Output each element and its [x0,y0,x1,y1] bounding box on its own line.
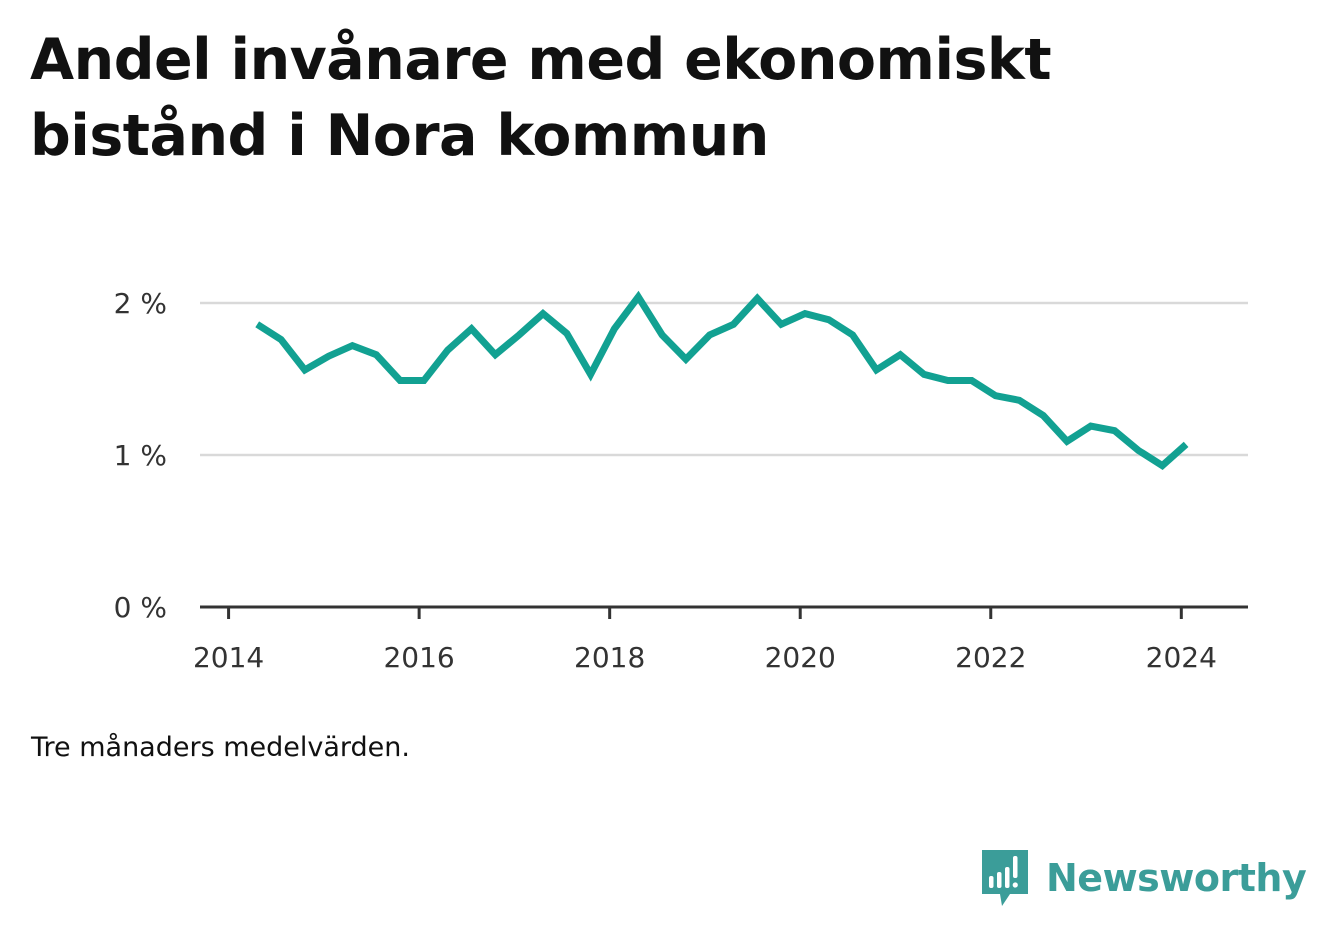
brand-name: Newsworthy [1046,856,1307,900]
x-tick-label: 2020 [765,641,836,674]
x-tick-label: 2016 [383,641,454,674]
newsworthy-logo-icon [982,850,1028,906]
x-tick-label: 2022 [955,641,1026,674]
series [255,290,1189,470]
x-tick-label: 2018 [574,641,645,674]
x-axis-labels: 2014 2016 2018 2020 2022 2024 [193,641,1217,674]
series-line-0 [255,290,1189,470]
y-axis-labels: 0 % 1 % 2 % [114,287,167,624]
chart-note: Tre månaders medelvärden. [31,732,410,763]
brand[interactable]: Newsworthy [980,846,1307,910]
x-axis [200,605,1248,619]
gridlines [200,301,1248,457]
chart-title: Andel invånare med ekonomiskt bistånd i … [30,27,1052,169]
y-tick-label: 0 % [114,591,167,624]
y-tick-label: 1 % [114,439,167,472]
x-tick-label: 2014 [193,641,264,674]
x-tick-label: 2024 [1146,641,1217,674]
y-tick-label: 2 % [114,287,167,320]
